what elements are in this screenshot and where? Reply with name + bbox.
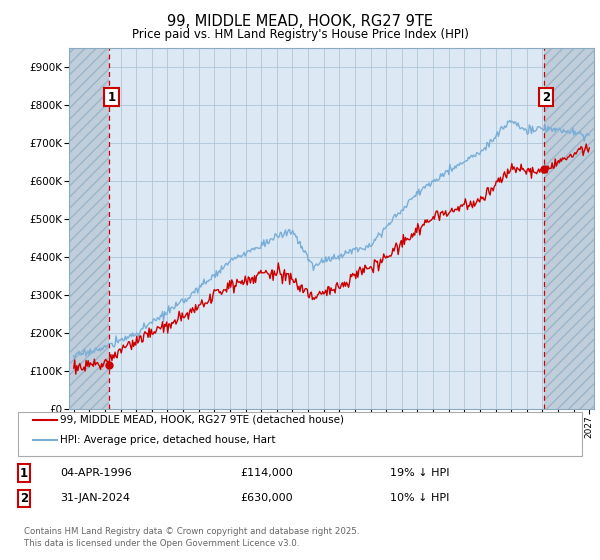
- Text: HPI: Average price, detached house, Hart: HPI: Average price, detached house, Hart: [60, 435, 275, 445]
- Text: £630,000: £630,000: [240, 493, 293, 503]
- Text: 2: 2: [20, 492, 28, 505]
- Text: 31-JAN-2024: 31-JAN-2024: [60, 493, 130, 503]
- Text: 1: 1: [107, 91, 116, 104]
- Text: Price paid vs. HM Land Registry's House Price Index (HPI): Price paid vs. HM Land Registry's House …: [131, 28, 469, 41]
- Text: 99, MIDDLE MEAD, HOOK, RG27 9TE (detached house): 99, MIDDLE MEAD, HOOK, RG27 9TE (detache…: [60, 415, 344, 425]
- Text: 2: 2: [542, 91, 550, 104]
- Text: 10% ↓ HPI: 10% ↓ HPI: [390, 493, 449, 503]
- Text: Contains HM Land Registry data © Crown copyright and database right 2025.
This d: Contains HM Land Registry data © Crown c…: [24, 527, 359, 548]
- Bar: [69, 48, 109, 409]
- Text: 1: 1: [20, 466, 28, 480]
- Text: £114,000: £114,000: [240, 468, 293, 478]
- Text: 04-APR-1996: 04-APR-1996: [60, 468, 132, 478]
- Text: 19% ↓ HPI: 19% ↓ HPI: [390, 468, 449, 478]
- Text: 99, MIDDLE MEAD, HOOK, RG27 9TE: 99, MIDDLE MEAD, HOOK, RG27 9TE: [167, 14, 433, 29]
- Bar: [544, 48, 594, 409]
